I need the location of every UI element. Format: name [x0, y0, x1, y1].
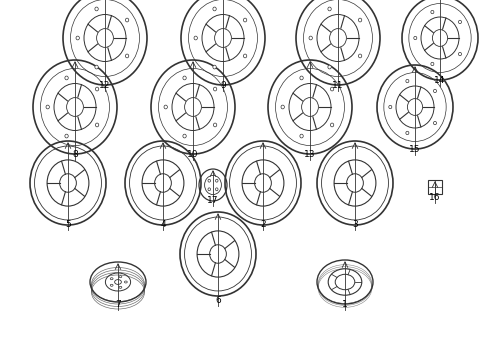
Ellipse shape — [389, 105, 392, 109]
Ellipse shape — [406, 79, 409, 83]
Ellipse shape — [183, 134, 186, 138]
Ellipse shape — [125, 18, 129, 22]
Ellipse shape — [95, 65, 98, 69]
Text: 12: 12 — [99, 81, 111, 90]
Text: 3: 3 — [352, 220, 358, 229]
Text: 5: 5 — [65, 220, 71, 229]
Ellipse shape — [431, 62, 434, 66]
Text: 6: 6 — [215, 296, 221, 305]
Ellipse shape — [125, 54, 129, 58]
Ellipse shape — [214, 87, 217, 91]
Ellipse shape — [431, 10, 434, 14]
Text: 7: 7 — [115, 300, 121, 309]
Ellipse shape — [244, 54, 247, 58]
Ellipse shape — [406, 131, 409, 135]
Ellipse shape — [213, 7, 216, 11]
Ellipse shape — [96, 123, 99, 127]
Text: 1: 1 — [342, 300, 348, 309]
Ellipse shape — [414, 36, 417, 40]
Text: 16: 16 — [429, 193, 441, 202]
Ellipse shape — [459, 52, 462, 56]
Ellipse shape — [244, 18, 247, 22]
Ellipse shape — [309, 36, 313, 40]
Ellipse shape — [183, 76, 186, 80]
Text: 13: 13 — [304, 150, 316, 159]
Ellipse shape — [65, 134, 68, 138]
Text: 2: 2 — [260, 220, 266, 229]
Ellipse shape — [46, 105, 49, 109]
Ellipse shape — [65, 76, 68, 80]
Ellipse shape — [328, 7, 331, 11]
Ellipse shape — [164, 105, 168, 109]
Text: 4: 4 — [160, 220, 166, 229]
Text: 11: 11 — [332, 81, 344, 90]
Ellipse shape — [300, 134, 303, 138]
Text: 14: 14 — [434, 76, 446, 85]
Ellipse shape — [358, 18, 362, 22]
Ellipse shape — [328, 65, 331, 69]
Ellipse shape — [330, 123, 334, 127]
Ellipse shape — [358, 54, 362, 58]
Ellipse shape — [95, 7, 98, 11]
Text: 17: 17 — [207, 196, 219, 205]
Ellipse shape — [214, 123, 217, 127]
Ellipse shape — [459, 20, 462, 24]
Ellipse shape — [213, 65, 216, 69]
Ellipse shape — [434, 89, 437, 93]
Text: 15: 15 — [409, 145, 421, 154]
Ellipse shape — [76, 36, 79, 40]
Text: 9: 9 — [220, 81, 226, 90]
Ellipse shape — [300, 76, 303, 80]
Ellipse shape — [330, 87, 334, 91]
Ellipse shape — [96, 87, 99, 91]
Text: 10: 10 — [187, 150, 199, 159]
Ellipse shape — [434, 121, 437, 125]
Bar — [428, 180, 442, 194]
Text: 8: 8 — [72, 150, 78, 159]
Ellipse shape — [281, 105, 284, 109]
Ellipse shape — [194, 36, 197, 40]
